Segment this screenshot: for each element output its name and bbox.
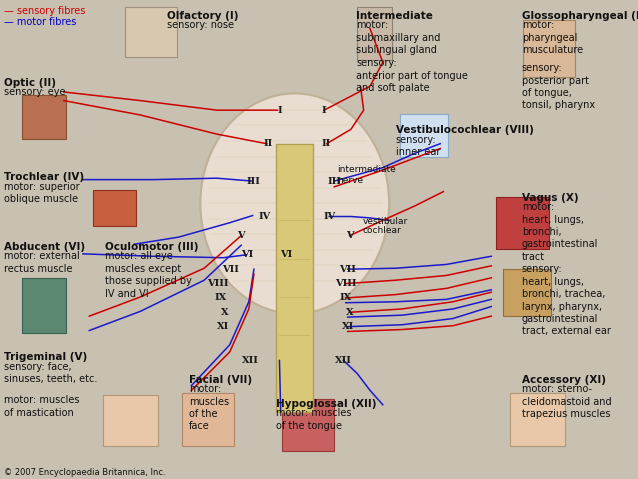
Text: Intermediate: Intermediate (356, 11, 433, 21)
Text: motor:
heart, lungs,
bronchi,
gastrointestinal
tract: motor: heart, lungs, bronchi, gastrointe… (522, 202, 598, 262)
Text: V: V (346, 231, 353, 240)
Text: XI: XI (217, 322, 230, 331)
Text: Olfactory (I): Olfactory (I) (167, 11, 239, 21)
FancyBboxPatch shape (523, 20, 575, 77)
Text: — sensory fibres: — sensory fibres (4, 6, 85, 15)
Text: XI: XI (341, 322, 354, 331)
Text: IX: IX (214, 294, 227, 302)
Text: sensory:
anterior part of tongue
and soft palate: sensory: anterior part of tongue and sof… (356, 58, 468, 93)
Text: II: II (322, 139, 331, 148)
Text: sensory:
posterior part
of tongue,
tonsil, pharynx: sensory: posterior part of tongue, tonsi… (522, 63, 595, 111)
Text: X: X (221, 308, 228, 317)
Text: XII: XII (242, 356, 258, 365)
Text: Trigeminal (V): Trigeminal (V) (4, 352, 87, 362)
Text: intermediate
nerve: intermediate nerve (337, 165, 396, 185)
Text: Facial (VII): Facial (VII) (189, 375, 252, 385)
Text: Accessory (XI): Accessory (XI) (522, 375, 606, 385)
Text: VIII: VIII (207, 279, 229, 288)
Text: III: III (247, 177, 261, 185)
Text: Trochlear (IV): Trochlear (IV) (4, 172, 84, 182)
FancyBboxPatch shape (496, 197, 549, 249)
FancyBboxPatch shape (103, 395, 158, 446)
Text: V: V (237, 231, 245, 240)
Text: motor: external
rectus muscle: motor: external rectus muscle (4, 251, 80, 274)
Text: sensory:
heart, lungs,
bronchi, trachea,
larynx, pharynx,
gastrointestinal
tract: sensory: heart, lungs, bronchi, trachea,… (522, 264, 611, 336)
Text: VI: VI (241, 251, 254, 259)
FancyBboxPatch shape (400, 114, 448, 157)
Text: sensory:
inner ear: sensory: inner ear (396, 135, 440, 158)
Text: IV: IV (258, 212, 271, 221)
FancyBboxPatch shape (22, 278, 66, 333)
Text: motor: sterno-
cleidomastoid and
trapezius muscles: motor: sterno- cleidomastoid and trapezi… (522, 384, 611, 419)
Ellipse shape (200, 93, 389, 314)
FancyBboxPatch shape (282, 399, 334, 451)
Text: sensory: face,
sinuses, teeth, etc.: sensory: face, sinuses, teeth, etc. (4, 362, 97, 384)
Text: I: I (277, 106, 282, 114)
Text: sensory: nose: sensory: nose (167, 20, 234, 30)
Text: VI: VI (279, 251, 292, 259)
FancyBboxPatch shape (182, 393, 234, 446)
Text: IX: IX (339, 294, 352, 302)
Text: sensory: eye: sensory: eye (4, 87, 65, 97)
Text: Optic (II): Optic (II) (4, 78, 56, 88)
Text: Hypoglossal (XII): Hypoglossal (XII) (276, 399, 376, 409)
Text: Abducent (VI): Abducent (VI) (4, 242, 85, 252)
Text: motor:
submaxillary and
sublingual gland: motor: submaxillary and sublingual gland (356, 20, 440, 55)
Text: Vestibulocochlear (VIII): Vestibulocochlear (VIII) (396, 125, 533, 136)
Text: Glossopharyngeal (IX): Glossopharyngeal (IX) (522, 11, 638, 21)
FancyBboxPatch shape (503, 269, 551, 316)
Text: Oculomotor (III): Oculomotor (III) (105, 242, 199, 252)
FancyBboxPatch shape (93, 190, 136, 226)
Text: vestibular: vestibular (362, 217, 408, 226)
Text: © 2007 Encyclopaedia Britannica, Inc.: © 2007 Encyclopaedia Britannica, Inc. (4, 468, 165, 478)
Text: motor: superior
oblique muscle: motor: superior oblique muscle (4, 182, 80, 205)
Text: — motor fibres: — motor fibres (4, 17, 76, 26)
Text: X: X (346, 308, 353, 317)
FancyBboxPatch shape (125, 7, 177, 57)
Text: III: III (327, 177, 341, 185)
Text: motor: muscles
of mastication: motor: muscles of mastication (4, 395, 79, 418)
FancyBboxPatch shape (357, 7, 392, 60)
Text: IV: IV (323, 212, 336, 221)
Text: cochlear: cochlear (362, 226, 401, 235)
Text: motor: all eye
muscles except
those supplied by
IV and VI: motor: all eye muscles except those supp… (105, 251, 192, 299)
Text: VIII: VIII (335, 279, 357, 288)
Text: Vagus (X): Vagus (X) (522, 193, 579, 203)
Text: motor:
muscles
of the
face: motor: muscles of the face (189, 384, 229, 432)
Text: XII: XII (335, 356, 352, 365)
Text: motor: muscles
of the tongue: motor: muscles of the tongue (276, 408, 351, 431)
FancyBboxPatch shape (510, 393, 565, 446)
Text: motor:
pharyngeal
musculature: motor: pharyngeal musculature (522, 20, 583, 55)
Text: I: I (322, 106, 327, 114)
Text: VII: VII (223, 265, 239, 274)
Bar (276, 144, 313, 412)
FancyBboxPatch shape (22, 95, 66, 139)
Text: II: II (263, 139, 272, 148)
Text: VII: VII (339, 265, 356, 274)
